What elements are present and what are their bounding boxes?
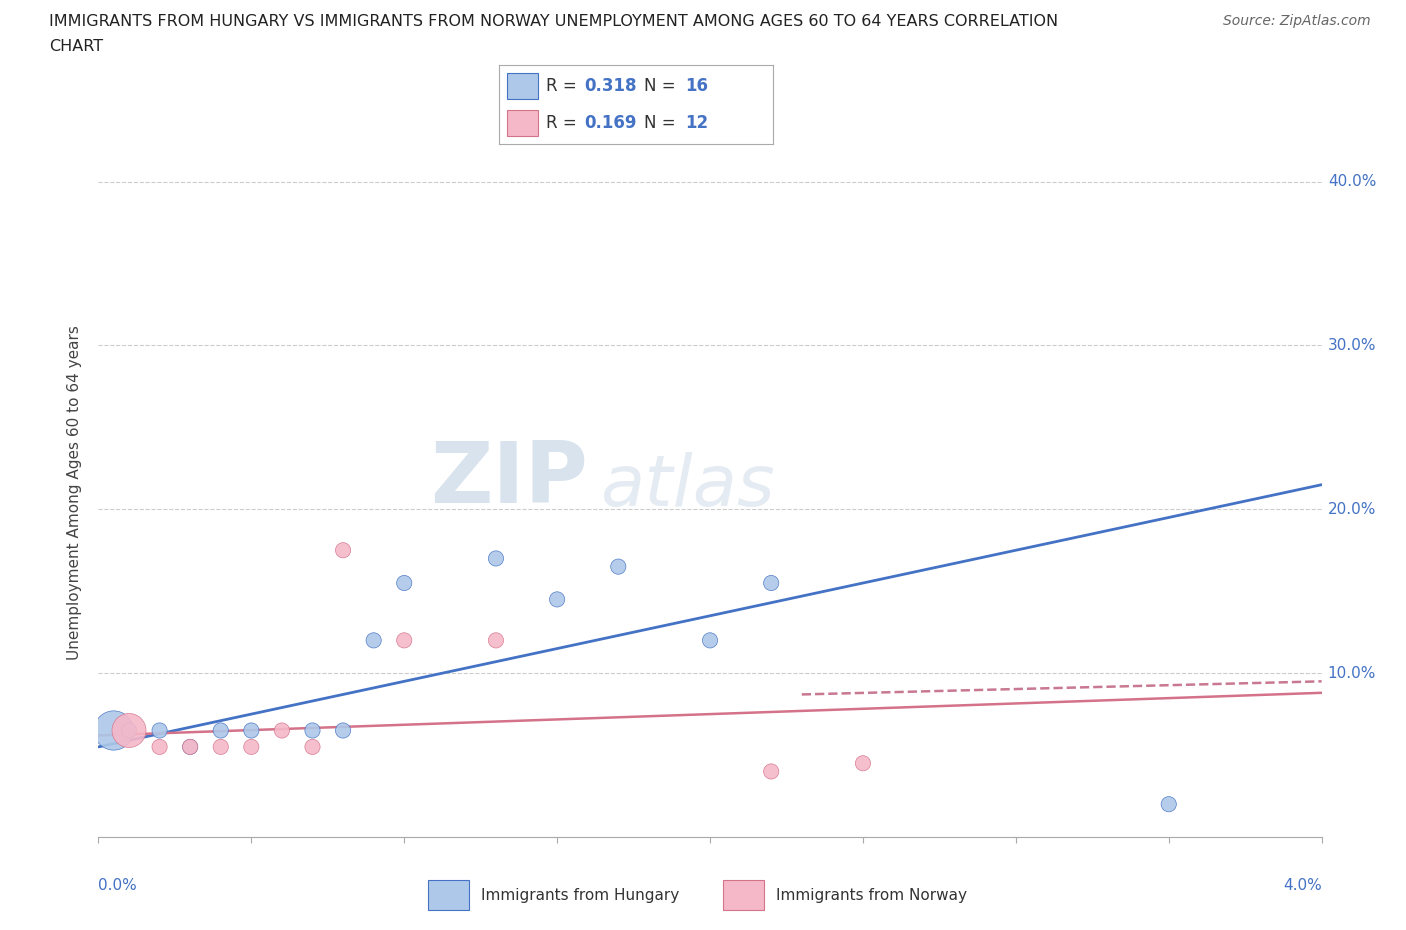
Point: [149, 739, 172, 754]
Text: 12: 12: [686, 113, 709, 132]
Point: [149, 723, 172, 737]
Point: [179, 739, 201, 754]
Text: Immigrants from Norway: Immigrants from Norway: [776, 887, 967, 903]
Text: 40.0%: 40.0%: [1327, 174, 1376, 189]
Text: 16: 16: [686, 76, 709, 95]
Point: [1157, 797, 1180, 812]
Point: [332, 543, 354, 558]
Y-axis label: Unemployment Among Ages 60 to 64 years: Unemployment Among Ages 60 to 64 years: [67, 326, 83, 660]
Point: [301, 723, 323, 737]
Text: Immigrants from Hungary: Immigrants from Hungary: [481, 887, 679, 903]
Point: [852, 756, 875, 771]
Text: 30.0%: 30.0%: [1327, 338, 1376, 352]
Point: [759, 576, 782, 591]
Point: [546, 592, 568, 607]
Text: Source: ZipAtlas.com: Source: ZipAtlas.com: [1223, 14, 1371, 28]
FancyBboxPatch shape: [508, 73, 537, 100]
Text: ZIP: ZIP: [430, 438, 588, 521]
Point: [240, 723, 263, 737]
FancyBboxPatch shape: [723, 881, 765, 910]
Point: [103, 723, 125, 737]
Text: R =: R =: [546, 113, 582, 132]
Text: CHART: CHART: [49, 39, 103, 54]
Text: 0.0%: 0.0%: [98, 878, 138, 894]
Point: [179, 739, 201, 754]
Text: 0.318: 0.318: [583, 76, 637, 95]
Text: 20.0%: 20.0%: [1327, 502, 1376, 517]
Text: 10.0%: 10.0%: [1327, 666, 1376, 681]
Point: [485, 551, 508, 565]
Point: [209, 739, 232, 754]
Text: 4.0%: 4.0%: [1282, 878, 1322, 894]
Text: N =: N =: [644, 113, 682, 132]
Point: [240, 739, 263, 754]
Point: [301, 739, 323, 754]
Point: [759, 764, 782, 779]
Text: N =: N =: [644, 76, 682, 95]
Point: [699, 633, 721, 648]
Text: R =: R =: [546, 76, 582, 95]
Point: [363, 633, 385, 648]
Text: atlas: atlas: [600, 452, 775, 521]
Point: [485, 633, 508, 648]
FancyBboxPatch shape: [427, 881, 470, 910]
Point: [118, 723, 141, 737]
FancyBboxPatch shape: [508, 110, 537, 137]
Point: [270, 723, 294, 737]
Text: IMMIGRANTS FROM HUNGARY VS IMMIGRANTS FROM NORWAY UNEMPLOYMENT AMONG AGES 60 TO : IMMIGRANTS FROM HUNGARY VS IMMIGRANTS FR…: [49, 14, 1059, 29]
Point: [332, 723, 354, 737]
Point: [392, 576, 416, 591]
Point: [607, 559, 630, 574]
Point: [118, 723, 141, 737]
Text: 0.169: 0.169: [583, 113, 637, 132]
Point: [392, 633, 416, 648]
Point: [209, 723, 232, 737]
